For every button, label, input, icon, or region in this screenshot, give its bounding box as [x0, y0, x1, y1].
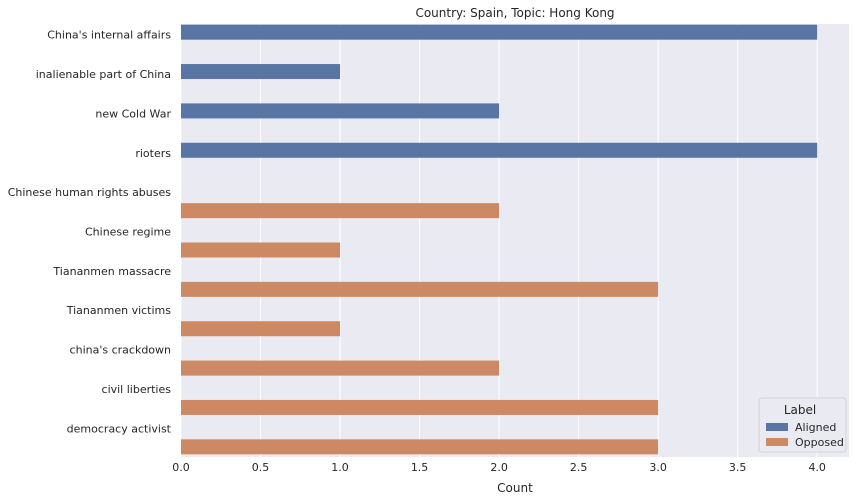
chart-title: Country: Spain, Topic: Hong Kong	[415, 6, 614, 20]
x-tick-label: 3.5	[729, 461, 747, 474]
legend-label-aligned: Aligned	[795, 421, 836, 434]
legend-label-opposed: Opposed	[795, 436, 844, 449]
y-tick-label: democracy activist	[67, 422, 172, 435]
x-tick-label: 3.0	[649, 461, 667, 474]
bar-opposed	[181, 281, 659, 297]
x-tick-label: 0.5	[252, 461, 270, 474]
y-tick-labels: China's internal affairs inalienable part…	[8, 29, 172, 436]
legend-title: Label	[784, 403, 816, 417]
x-tick-label: 1.0	[331, 461, 349, 474]
x-tick-label: 0.0	[172, 461, 190, 474]
bars	[181, 24, 818, 455]
bar-opposed	[181, 439, 659, 455]
y-tick-label: rioters	[135, 147, 171, 160]
y-tick-label: Tiananmen victims	[66, 304, 172, 317]
y-tick-label: Chinese human rights abuses	[8, 186, 172, 199]
y-tick-label: inalienable part of China	[36, 68, 171, 81]
y-tick-label: China's internal affairs	[47, 29, 171, 42]
bar-aligned	[181, 64, 341, 80]
grid-lines	[180, 24, 818, 457]
legend: Label Aligned Opposed	[758, 397, 847, 453]
y-tick-label: Tiananmen massacre	[52, 265, 171, 278]
bar-opposed	[181, 360, 500, 376]
x-tick-label: 2.5	[570, 461, 588, 474]
plot-area	[181, 24, 849, 457]
bar-opposed	[181, 242, 341, 258]
legend-swatch-aligned	[766, 423, 788, 431]
legend-swatch-opposed	[766, 438, 788, 446]
bar-aligned	[181, 142, 818, 158]
bar-aligned	[181, 24, 818, 40]
bar-opposed	[181, 399, 659, 415]
y-tick-label: new Cold War	[95, 107, 171, 120]
y-tick-label: civil liberties	[102, 383, 172, 396]
bar-aligned	[181, 103, 500, 119]
bar-opposed	[181, 321, 341, 337]
x-tick-label: 2.0	[490, 461, 508, 474]
x-tick-labels: 0.0 0.5 1.0 1.5 2.0 2.5 3.0 3.5 4.0	[172, 461, 826, 474]
x-tick-label: 1.5	[411, 461, 429, 474]
y-tick-label: china's crackdown	[70, 344, 171, 357]
y-tick-label: Chinese regime	[85, 226, 171, 239]
x-axis-label: Count	[497, 481, 533, 495]
x-tick-label: 4.0	[808, 461, 826, 474]
bar-opposed	[181, 203, 500, 219]
